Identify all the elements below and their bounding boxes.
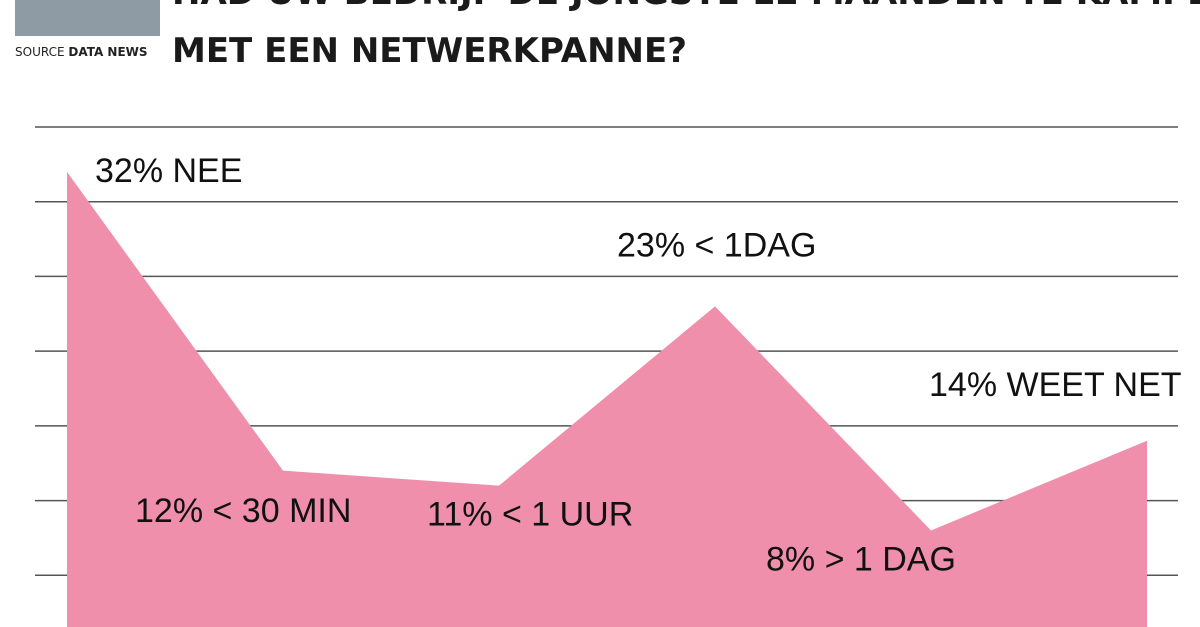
chart-title: HAD UW BEDRIJF DE JONGSTE 12 MAANDEN TE … [172,0,1200,13]
value-label: 23% < 1DAG [617,226,816,264]
marks [67,171,1147,627]
value-label: 12% < 30 MIN [135,492,351,530]
value-label: 11% < 1 UUR [427,496,633,534]
header-block [15,0,160,36]
source-name: DATA NEWS [68,45,147,59]
source-label: SOURCE [15,45,65,59]
value-label: 14% WEET NET [929,366,1182,404]
chart-title: MET EEN NETWERKPANNE? [172,31,687,71]
source: SOURCE DATA NEWS [15,45,148,59]
labels: 32% NEE 12% < 30 MIN 11% < 1 UUR 23% < 1DAG… [95,152,1182,579]
value-label: 8% > 1 DAG [766,540,956,578]
area [67,171,1147,627]
value-label: 32% NEE [95,152,242,190]
